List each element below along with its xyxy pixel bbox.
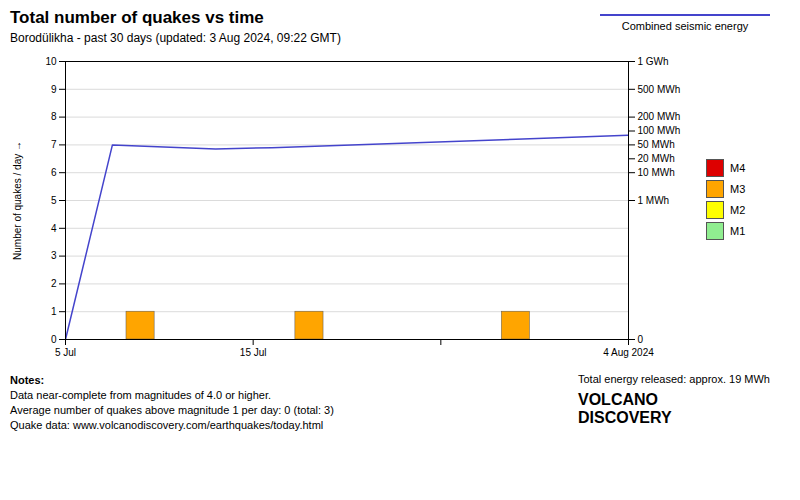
html-text:Borodülikha - past 30 days (up: Borodülikha - past 30 days (updated: 3 A… xyxy=(10,31,341,45)
svg-text:50 MWh: 50 MWh xyxy=(638,139,675,150)
svg-text:7: 7 xyxy=(51,139,57,150)
html-text:Notes:: Notes: xyxy=(10,374,45,386)
html-text:M4: M4 xyxy=(730,162,746,174)
svg-text:9: 9 xyxy=(51,84,57,95)
html-text:Combined seismic energy: Combined seismic energy xyxy=(621,20,749,32)
html-text:Total energy released: approx.: Total energy released: approx. 19 MWh xyxy=(578,373,770,385)
svg-text:8: 8 xyxy=(51,111,57,122)
svg-text:Number of quakes / day →: Number of quakes / day → xyxy=(12,141,23,260)
svg-text:3: 3 xyxy=(51,250,57,261)
svg-text:200 MWh: 200 MWh xyxy=(638,111,681,122)
svg-text:5 Jul: 5 Jul xyxy=(55,347,76,358)
svg-text:1 GWh: 1 GWh xyxy=(638,56,669,67)
svg-text:5: 5 xyxy=(51,195,57,206)
svg-text:10 MWh: 10 MWh xyxy=(638,167,675,178)
html-text:Quake data: www.volcanodiscove: Quake data: www.volcanodiscovery.com/ear… xyxy=(10,419,324,431)
svg-text:4: 4 xyxy=(51,223,57,234)
svg-text:10: 10 xyxy=(45,56,57,67)
svg-text:100 MWh: 100 MWh xyxy=(638,125,681,136)
html-text:Total number of quakes vs time: Total number of quakes vs time xyxy=(10,8,264,27)
html-text:VOLCANO: VOLCANO xyxy=(578,391,658,408)
svg-text:2: 2 xyxy=(51,278,57,289)
html-text:M2: M2 xyxy=(730,204,746,216)
html-text:Average number of quakes above: Average number of quakes above magnitude… xyxy=(10,404,334,416)
svg-text:6: 6 xyxy=(51,167,57,178)
html-text:Data near-complete from magnit: Data near-complete from magnitudes of 4.… xyxy=(10,389,272,401)
svg-text:1 MWh: 1 MWh xyxy=(638,195,670,206)
svg-text:4 Aug 2024: 4 Aug 2024 xyxy=(603,347,654,358)
svg-text:15 Jul: 15 Jul xyxy=(240,347,267,358)
html-text:M1: M1 xyxy=(730,225,746,237)
html-text:M3: M3 xyxy=(730,183,746,195)
svg-text:20 MWh: 20 MWh xyxy=(638,153,675,164)
svg-text:0: 0 xyxy=(51,334,57,345)
html-text:DISCOVERY: DISCOVERY xyxy=(578,409,672,426)
svg-text:0: 0 xyxy=(638,334,644,345)
svg-text:1: 1 xyxy=(51,306,57,317)
svg-text:500 MWh: 500 MWh xyxy=(638,84,681,95)
